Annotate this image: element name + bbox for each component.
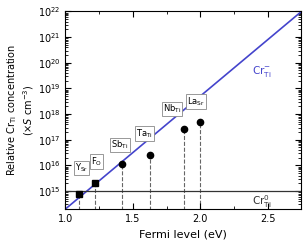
Text: Ta$_{\mathrm{Ti}}$: Ta$_{\mathrm{Ti}}$: [136, 127, 153, 140]
Text: Cr$_{\mathrm{Ti}}^{-}$: Cr$_{\mathrm{Ti}}^{-}$: [251, 64, 271, 79]
Text: Sb$_{\mathrm{Ti}}$: Sb$_{\mathrm{Ti}}$: [111, 139, 129, 151]
Text: Cr$_{\mathrm{Ti}}^{0}$: Cr$_{\mathrm{Ti}}^{0}$: [251, 193, 271, 210]
X-axis label: Fermi level (eV): Fermi level (eV): [139, 230, 227, 239]
Y-axis label: Relative Cr$_{\mathrm{Ti}}$ concentration
($\times S$ cm$^{-3}$): Relative Cr$_{\mathrm{Ti}}$ concentratio…: [6, 44, 37, 176]
Text: La$_{\mathrm{Sr}}$: La$_{\mathrm{Sr}}$: [187, 95, 205, 108]
Text: F$_{\mathrm{O}}$: F$_{\mathrm{O}}$: [91, 156, 102, 168]
Text: Nb$_{\mathrm{Ti}}$: Nb$_{\mathrm{Ti}}$: [162, 103, 181, 115]
Text: Y$_{\mathrm{Sr}}$: Y$_{\mathrm{Sr}}$: [75, 162, 88, 174]
